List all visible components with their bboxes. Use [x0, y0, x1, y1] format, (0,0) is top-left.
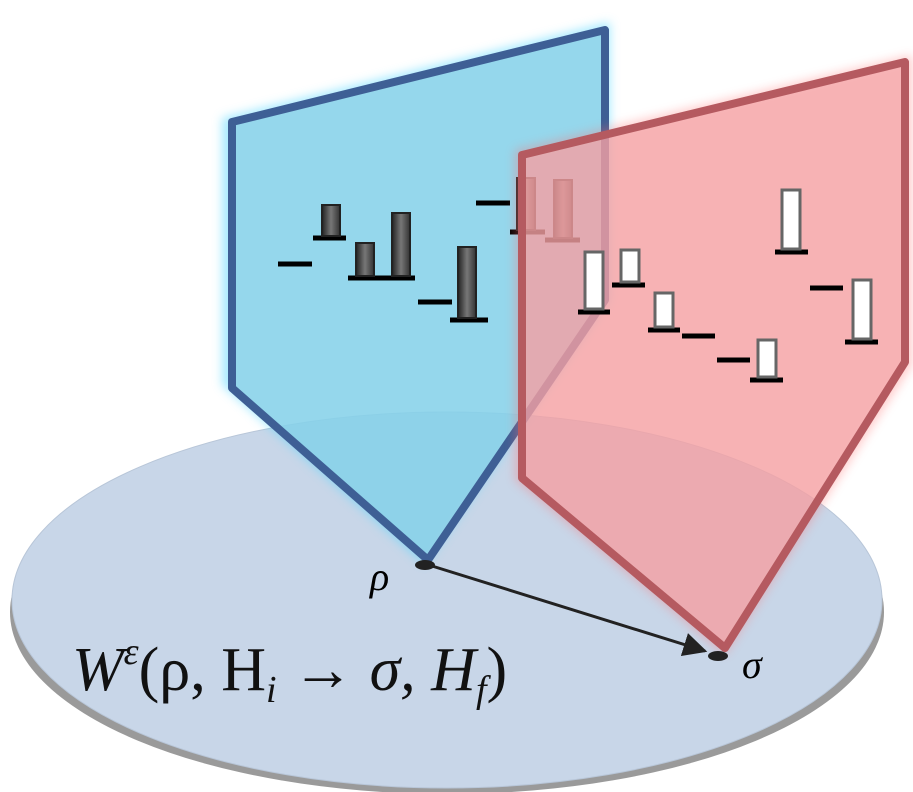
formula-part: W — [72, 636, 129, 704]
formula-part: → σ, H — [277, 636, 480, 704]
formula-sub: i — [266, 669, 277, 711]
formula-part: ) — [487, 636, 508, 704]
sigma-label: σ — [742, 642, 763, 687]
formula-sup: ε — [124, 631, 139, 673]
diagram: ρ σ Wε(ρ, Hi → σ, Hf) — [0, 0, 913, 792]
point — [415, 560, 435, 570]
rho-label: ρ — [368, 554, 389, 599]
formula-part: (ρ, H — [139, 636, 266, 704]
point — [708, 651, 728, 661]
